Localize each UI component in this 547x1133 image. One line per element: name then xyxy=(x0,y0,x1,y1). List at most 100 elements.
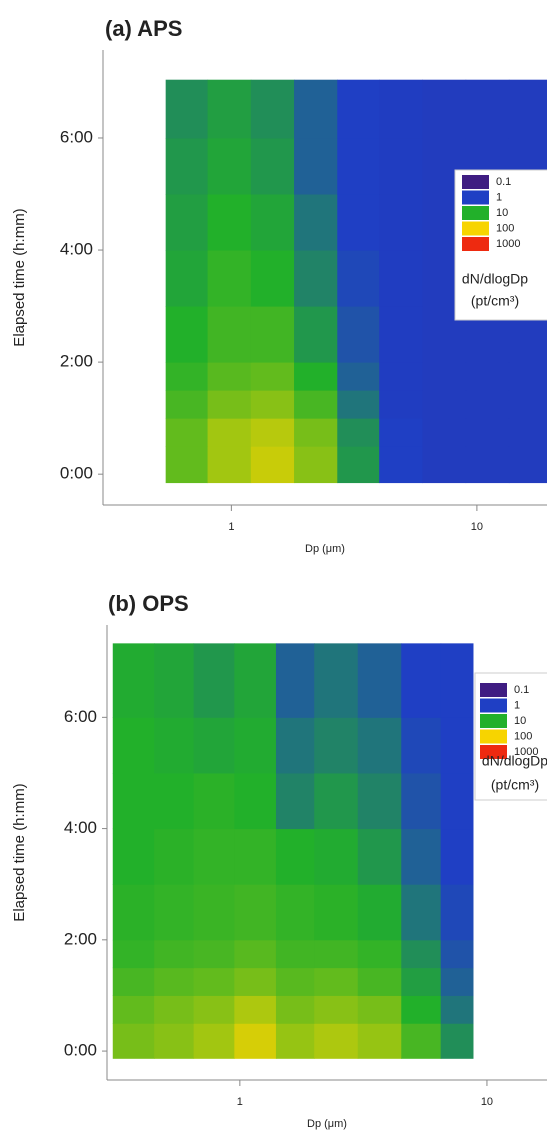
heatmap-cell xyxy=(207,362,252,391)
heatmap-cell xyxy=(112,772,155,830)
legend-label: 10 xyxy=(514,715,526,727)
heatmap-cell xyxy=(357,995,402,1024)
y-tick-label: 0:00 xyxy=(64,1041,97,1060)
legend-label: 1 xyxy=(496,191,502,203)
heatmap-cell xyxy=(508,446,547,484)
heatmap-cell xyxy=(379,194,423,251)
heatmap-cell xyxy=(207,390,252,419)
heatmap-cell xyxy=(401,643,442,718)
y-tick-label: 2:00 xyxy=(64,929,97,948)
legend-swatch xyxy=(480,714,507,728)
heatmap-cell xyxy=(193,939,235,969)
legend-swatch xyxy=(462,190,489,205)
heatmap-cell xyxy=(337,194,380,251)
heatmap-cell xyxy=(207,418,252,447)
heatmap-cell xyxy=(193,967,235,996)
heatmap-cell xyxy=(422,79,467,139)
legend-swatch xyxy=(462,237,489,251)
heatmap-cell xyxy=(234,828,277,885)
x-tick-label: 1 xyxy=(237,1096,243,1108)
heatmap-cell xyxy=(357,1023,402,1059)
legend-label: 100 xyxy=(514,730,532,742)
heatmap-cell xyxy=(379,250,423,307)
heatmap-cell xyxy=(314,967,359,996)
heatmap-cell xyxy=(314,995,359,1024)
heatmap-cell xyxy=(275,939,315,969)
heatmap-cell xyxy=(112,939,155,969)
heatmap-cell xyxy=(422,446,467,484)
heatmap-cell xyxy=(207,446,252,484)
heatmap-cell xyxy=(193,884,235,941)
y-tick-label: 2:00 xyxy=(60,352,93,371)
heatmap-cell xyxy=(379,362,423,391)
heatmap-cell xyxy=(207,306,252,363)
heatmap-cell xyxy=(314,772,359,830)
heatmap-cell xyxy=(465,79,510,139)
heatmap-cell xyxy=(465,418,510,447)
heatmap-cell xyxy=(357,643,402,718)
heatmap-cell xyxy=(275,1023,315,1059)
heatmap-cell xyxy=(294,250,338,307)
heatmap-cell xyxy=(337,250,380,307)
heatmap-cell xyxy=(165,250,209,307)
heatmap-cells xyxy=(112,643,474,1059)
heatmap-cell xyxy=(275,995,315,1024)
heatmap-cell xyxy=(440,1023,474,1059)
heatmap-cell xyxy=(440,772,474,830)
legend-unit: (pt/cm³) xyxy=(471,293,519,309)
heatmap-cell xyxy=(379,306,423,363)
heatmap-cell xyxy=(440,828,474,885)
heatmap-cell xyxy=(234,717,277,774)
chart-title: (b) OPS xyxy=(108,591,189,616)
heatmap-cell xyxy=(207,194,252,251)
heatmap-cell xyxy=(193,643,235,718)
legend-label: 0.1 xyxy=(496,176,511,188)
heatmap-cell xyxy=(379,390,423,419)
heatmap-cell xyxy=(401,1023,442,1059)
heatmap-cell xyxy=(508,79,547,139)
legend-label: 1000 xyxy=(496,238,520,250)
heatmap-cell xyxy=(234,939,277,969)
heatmap-cell xyxy=(207,250,252,307)
heatmap-cell xyxy=(508,390,547,419)
heatmap-cell xyxy=(154,967,195,996)
heatmap-cell xyxy=(422,418,467,447)
heatmap-cell xyxy=(337,137,380,195)
heatmap-cell xyxy=(314,1023,359,1059)
heatmap-cell xyxy=(275,884,315,941)
heatmap-cell xyxy=(357,967,402,996)
heatmap-cell xyxy=(440,939,474,969)
legend-swatch xyxy=(480,698,507,713)
heatmap-cell xyxy=(294,446,338,484)
heatmap-cell xyxy=(465,362,510,391)
heatmap-cell xyxy=(250,418,295,447)
heatmap-cell xyxy=(250,306,295,363)
heatmap-cell xyxy=(275,967,315,996)
heatmap-cell xyxy=(422,362,467,391)
y-axis-label: Elapsed time (h:mm) xyxy=(11,208,28,346)
heatmap-cell xyxy=(465,446,510,484)
heatmap-cell xyxy=(337,79,380,139)
heatmap-cell xyxy=(314,643,359,718)
heatmap-cell xyxy=(440,717,474,774)
heatmap-cell xyxy=(234,1023,277,1059)
heatmap-cell xyxy=(294,362,338,391)
heatmap-cell xyxy=(440,643,474,718)
heatmap-cell xyxy=(379,418,423,447)
legend-label: 10 xyxy=(496,207,508,219)
heatmap-cell xyxy=(112,828,155,885)
legend-swatch xyxy=(480,729,507,744)
heatmap-cell xyxy=(357,939,402,969)
y-tick-label: 6:00 xyxy=(60,127,93,146)
heatmap-cell xyxy=(112,884,155,941)
heatmap-cell xyxy=(207,137,252,195)
heatmap-cell xyxy=(422,390,467,419)
heatmap-cell xyxy=(234,967,277,996)
heatmap-cell xyxy=(294,79,338,139)
heatmap-cell xyxy=(275,717,315,774)
heatmap-cell xyxy=(250,362,295,391)
heatmap-cell xyxy=(165,446,209,484)
heatmap-cell xyxy=(165,137,209,195)
heatmap-cell xyxy=(250,250,295,307)
heatmap-cell xyxy=(357,828,402,885)
